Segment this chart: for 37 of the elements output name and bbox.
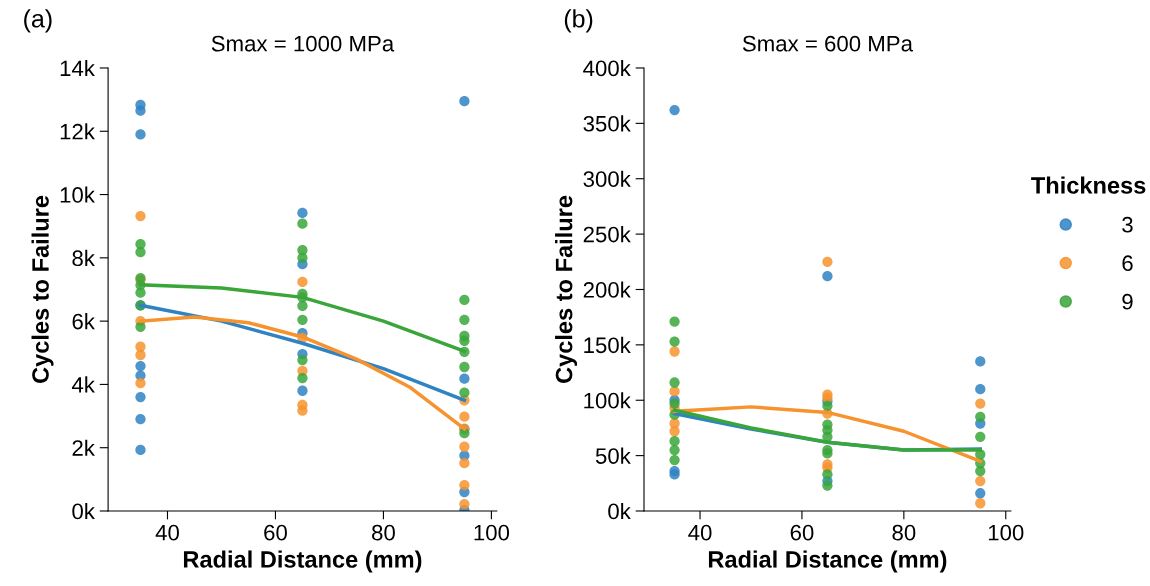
y-tick-label: 12k xyxy=(60,123,95,140)
y-tick-label: 8k xyxy=(72,249,95,267)
y-tick-label: 10k xyxy=(60,186,95,203)
x-tick-label: 40 xyxy=(688,524,712,541)
y-axis-title: Cycles to Failure xyxy=(555,195,578,383)
y-axis-title: Cycles to Failure xyxy=(31,195,54,383)
x-axis-title: Radial Distance (mm) xyxy=(708,550,947,573)
y-tick-label: 300k xyxy=(583,170,631,187)
x-axis-title: Radial Distance (mm) xyxy=(183,550,422,573)
y-tick-label: 250k xyxy=(583,226,631,243)
y-tick-label: 400k xyxy=(583,59,631,77)
x-tick-label: 60 xyxy=(790,524,814,541)
chart-title: Smax = 600 MPa xyxy=(742,35,913,52)
y-tick-label: 0k xyxy=(72,502,95,520)
y-tick-label: 350k xyxy=(583,115,631,132)
legend-label: 6 xyxy=(1122,255,1133,272)
x-tick-label: 40 xyxy=(155,524,179,541)
x-tick-label: 80 xyxy=(372,524,395,541)
legend-label: 9 xyxy=(1122,293,1133,310)
legend-title: Thickness xyxy=(1031,176,1146,194)
x-tick-label: 80 xyxy=(892,524,916,541)
x-tick-label: 100 xyxy=(988,524,1024,541)
y-tick-label: 50k xyxy=(595,447,631,464)
x-tick-label: 100 xyxy=(474,524,510,541)
chart-title: Smax = 1000 MPa xyxy=(211,35,395,52)
y-tick-label: 2k xyxy=(72,439,95,456)
y-tick-label: 200k xyxy=(583,281,631,298)
legend-label: 3 xyxy=(1122,216,1133,233)
text: (b) xyxy=(564,9,593,33)
text: (a) xyxy=(24,9,52,33)
y-tick-label: 150k xyxy=(584,336,631,354)
y-tick-label: 0k xyxy=(608,502,631,520)
y-tick-label: 6k xyxy=(72,313,95,330)
y-tick-label: 14k xyxy=(60,59,95,77)
y-tick-label: 100k xyxy=(584,392,631,409)
x-tick-label: 60 xyxy=(264,524,287,541)
y-tick-label: 4k xyxy=(71,376,95,393)
